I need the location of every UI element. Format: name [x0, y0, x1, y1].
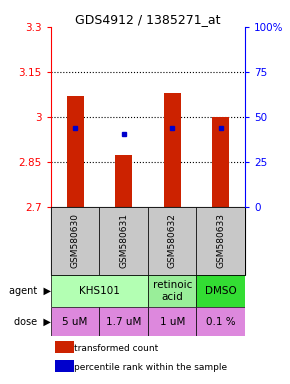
- Bar: [196, 307, 245, 336]
- Text: agent  ▶: agent ▶: [9, 286, 51, 296]
- Text: retinoic
acid: retinoic acid: [153, 280, 192, 302]
- Text: percentile rank within the sample: percentile rank within the sample: [74, 363, 227, 372]
- Bar: [99, 307, 148, 336]
- Bar: [55, 360, 74, 372]
- Text: GSM580631: GSM580631: [119, 214, 128, 268]
- Bar: [51, 307, 99, 336]
- Text: GSM580630: GSM580630: [70, 214, 79, 268]
- Text: GSM580632: GSM580632: [168, 214, 177, 268]
- Text: 1 uM: 1 uM: [160, 316, 185, 327]
- Bar: [115, 155, 132, 207]
- Bar: [148, 307, 196, 336]
- Bar: [212, 117, 229, 207]
- Bar: [148, 207, 196, 275]
- Title: GDS4912 / 1385271_at: GDS4912 / 1385271_at: [75, 13, 221, 26]
- Bar: [196, 207, 245, 275]
- Text: KHS101: KHS101: [79, 286, 120, 296]
- Bar: [99, 207, 148, 275]
- Text: 1.7 uM: 1.7 uM: [106, 316, 141, 327]
- Bar: [55, 341, 74, 353]
- Bar: [66, 96, 84, 207]
- Text: 0.1 %: 0.1 %: [206, 316, 235, 327]
- Bar: [196, 275, 245, 307]
- Text: 5 uM: 5 uM: [62, 316, 88, 327]
- Bar: [51, 207, 99, 275]
- Text: transformed count: transformed count: [74, 344, 158, 353]
- Text: DMSO: DMSO: [205, 286, 237, 296]
- Text: dose  ▶: dose ▶: [14, 316, 51, 327]
- Bar: [51, 275, 148, 307]
- Bar: [148, 275, 196, 307]
- Text: GSM580633: GSM580633: [216, 214, 225, 268]
- Bar: [164, 93, 181, 207]
